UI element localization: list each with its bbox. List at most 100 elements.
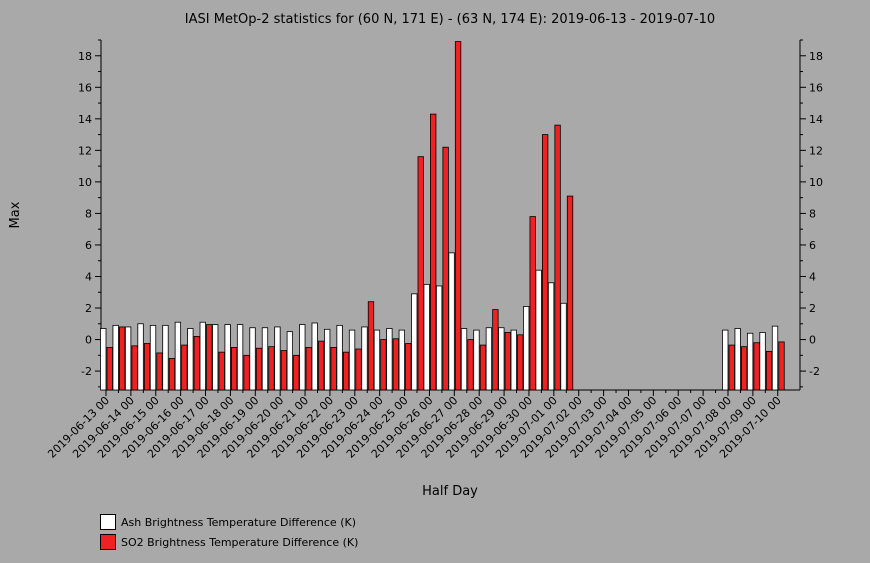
- bar-ash: [261, 327, 269, 391]
- bar-ash: [274, 326, 281, 391]
- bar-so2: [392, 338, 400, 391]
- bar-ash: [100, 328, 107, 391]
- bar-ash: [398, 329, 405, 391]
- bar-ash: [361, 326, 368, 391]
- bar-ash: [759, 332, 766, 391]
- bar-ash: [771, 325, 779, 391]
- y-tick-label-right: 10: [809, 176, 823, 189]
- bar-so2: [492, 309, 499, 391]
- bar-so2: [119, 326, 126, 391]
- bar-so2: [143, 343, 151, 391]
- bar-ash: [124, 326, 132, 391]
- bar-ash: [448, 252, 455, 391]
- bar-so2: [106, 347, 113, 391]
- bar-ash: [286, 331, 294, 391]
- bar-so2: [131, 345, 138, 391]
- bar-so2: [280, 350, 288, 391]
- bar-so2: [467, 339, 474, 391]
- bar-ash: [373, 329, 381, 391]
- bar-so2: [542, 134, 549, 391]
- y-tick-label-left: 10: [78, 176, 92, 189]
- bar-so2: [168, 358, 176, 391]
- bar-ash: [547, 282, 555, 391]
- y-tick-label-left: 2: [85, 302, 92, 315]
- legend-swatch-ash: [100, 514, 116, 530]
- chart-title: IASI MetOp-2 statistics for (60 N, 171 E…: [185, 12, 715, 27]
- y-tick-label-right: 12: [809, 144, 823, 157]
- bar-ash: [498, 327, 505, 391]
- x-axis-label: Half Day: [422, 484, 478, 499]
- y-tick-label-right: 14: [809, 113, 823, 126]
- y-tick-label-right: -2: [809, 365, 820, 378]
- bar-so2: [355, 348, 362, 391]
- bar-so2: [765, 350, 773, 391]
- bar-ash: [224, 324, 231, 391]
- bar-ash: [746, 332, 754, 391]
- bar-ash: [112, 324, 119, 391]
- bar-ash: [523, 306, 530, 391]
- bar-ash: [311, 322, 318, 391]
- y-tick-label-left: -2: [81, 365, 92, 378]
- bar-so2: [405, 343, 412, 391]
- y-tick-label-right: 18: [809, 50, 823, 63]
- bar-ash: [174, 321, 182, 391]
- bar-ash: [324, 328, 331, 391]
- bar-so2: [156, 352, 163, 391]
- bar-so2: [454, 41, 462, 391]
- bar-so2: [566, 195, 574, 391]
- bar-so2: [380, 339, 387, 391]
- bar-ash: [734, 328, 741, 391]
- bar-ash: [199, 321, 206, 391]
- bar-so2: [430, 113, 437, 391]
- bar-ash: [336, 324, 343, 391]
- bar-ash: [162, 324, 169, 391]
- bar-ash: [460, 328, 468, 391]
- y-tick-label-left: 8: [85, 207, 92, 220]
- bar-ash: [137, 323, 144, 391]
- bar-ash: [560, 302, 567, 391]
- bar-ash: [187, 328, 194, 391]
- y-tick-label-right: 6: [809, 239, 816, 252]
- bar-so2: [728, 344, 735, 391]
- legend-label-ash: Ash Brightness Temperature Difference (K…: [121, 515, 356, 529]
- legend-swatch-so2: [100, 534, 116, 550]
- y-tick-label-right: 16: [809, 81, 823, 94]
- bar-so2: [753, 342, 760, 391]
- bar-so2: [330, 347, 337, 391]
- bar-so2: [778, 341, 785, 391]
- bar-so2: [268, 346, 275, 391]
- bar-ash: [212, 324, 219, 391]
- bar-so2: [255, 347, 263, 391]
- bar-ash: [386, 328, 393, 391]
- y-tick-label-left: 6: [85, 239, 92, 252]
- y-tick-label-right: 4: [809, 270, 816, 283]
- bar-so2: [417, 156, 424, 391]
- bar-so2: [367, 301, 375, 391]
- bar-ash: [149, 324, 157, 391]
- bar-so2: [293, 354, 300, 391]
- bar-so2: [305, 347, 312, 391]
- bar-ash: [348, 329, 356, 391]
- legend-label-so2: SO2 Brightness Temperature Difference (K…: [121, 535, 359, 549]
- y-tick-label-left: 4: [85, 270, 92, 283]
- legend-item-so2: SO2 Brightness Temperature Difference (K…: [100, 532, 358, 552]
- bar-ash: [411, 293, 418, 391]
- y-tick-label-left: 18: [78, 50, 92, 63]
- bar-ash: [473, 329, 480, 391]
- legend: Ash Brightness Temperature Difference (K…: [100, 512, 358, 552]
- y-tick-label-left: 12: [78, 144, 92, 157]
- bar-so2: [479, 344, 487, 391]
- legend-item-ash: Ash Brightness Temperature Difference (K…: [100, 512, 358, 532]
- bar-ash: [510, 329, 517, 391]
- bar-so2: [504, 332, 511, 391]
- y-tick-label-right: 2: [809, 302, 816, 315]
- bar-ash: [423, 283, 430, 391]
- bar-so2: [193, 335, 200, 391]
- bar-ash: [299, 324, 306, 391]
- y-tick-label-left: 0: [85, 334, 92, 347]
- bar-so2: [243, 354, 250, 391]
- bar-so2: [442, 146, 449, 391]
- bar-so2: [318, 340, 325, 391]
